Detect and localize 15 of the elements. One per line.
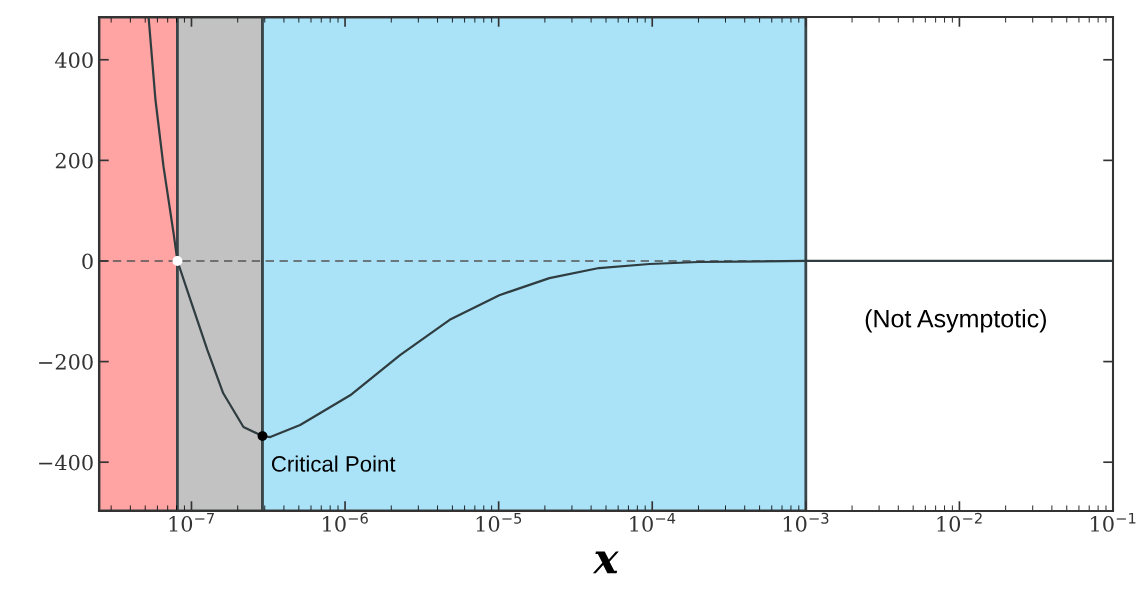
- y-tick-label: 400: [55, 52, 93, 68]
- x-tick-label: 10$^{−3}$: [783, 512, 829, 532]
- x-axis-title: x: [592, 551, 619, 574]
- x-tick-label: 10$^{−5}$: [476, 512, 522, 532]
- x-tick-label: 10$^{−1}$: [1091, 512, 1136, 532]
- y-tick-label: 0: [82, 253, 93, 270]
- y-tick-label: −200: [39, 354, 93, 370]
- x-tick-label: 10$^{−6}$: [323, 512, 368, 532]
- x-tick-label: 10$^{−2}$: [937, 512, 982, 532]
- annotation: Critical Point: [271, 455, 396, 472]
- y-tick-label: 200: [55, 152, 93, 169]
- x-tick-label: 10$^{−4}$: [630, 512, 676, 532]
- y-tick-label: −400: [39, 454, 93, 471]
- x-tick-label: 10$^{−7}$: [169, 512, 214, 532]
- annotation: (Not Asymptotic): [865, 309, 1046, 333]
